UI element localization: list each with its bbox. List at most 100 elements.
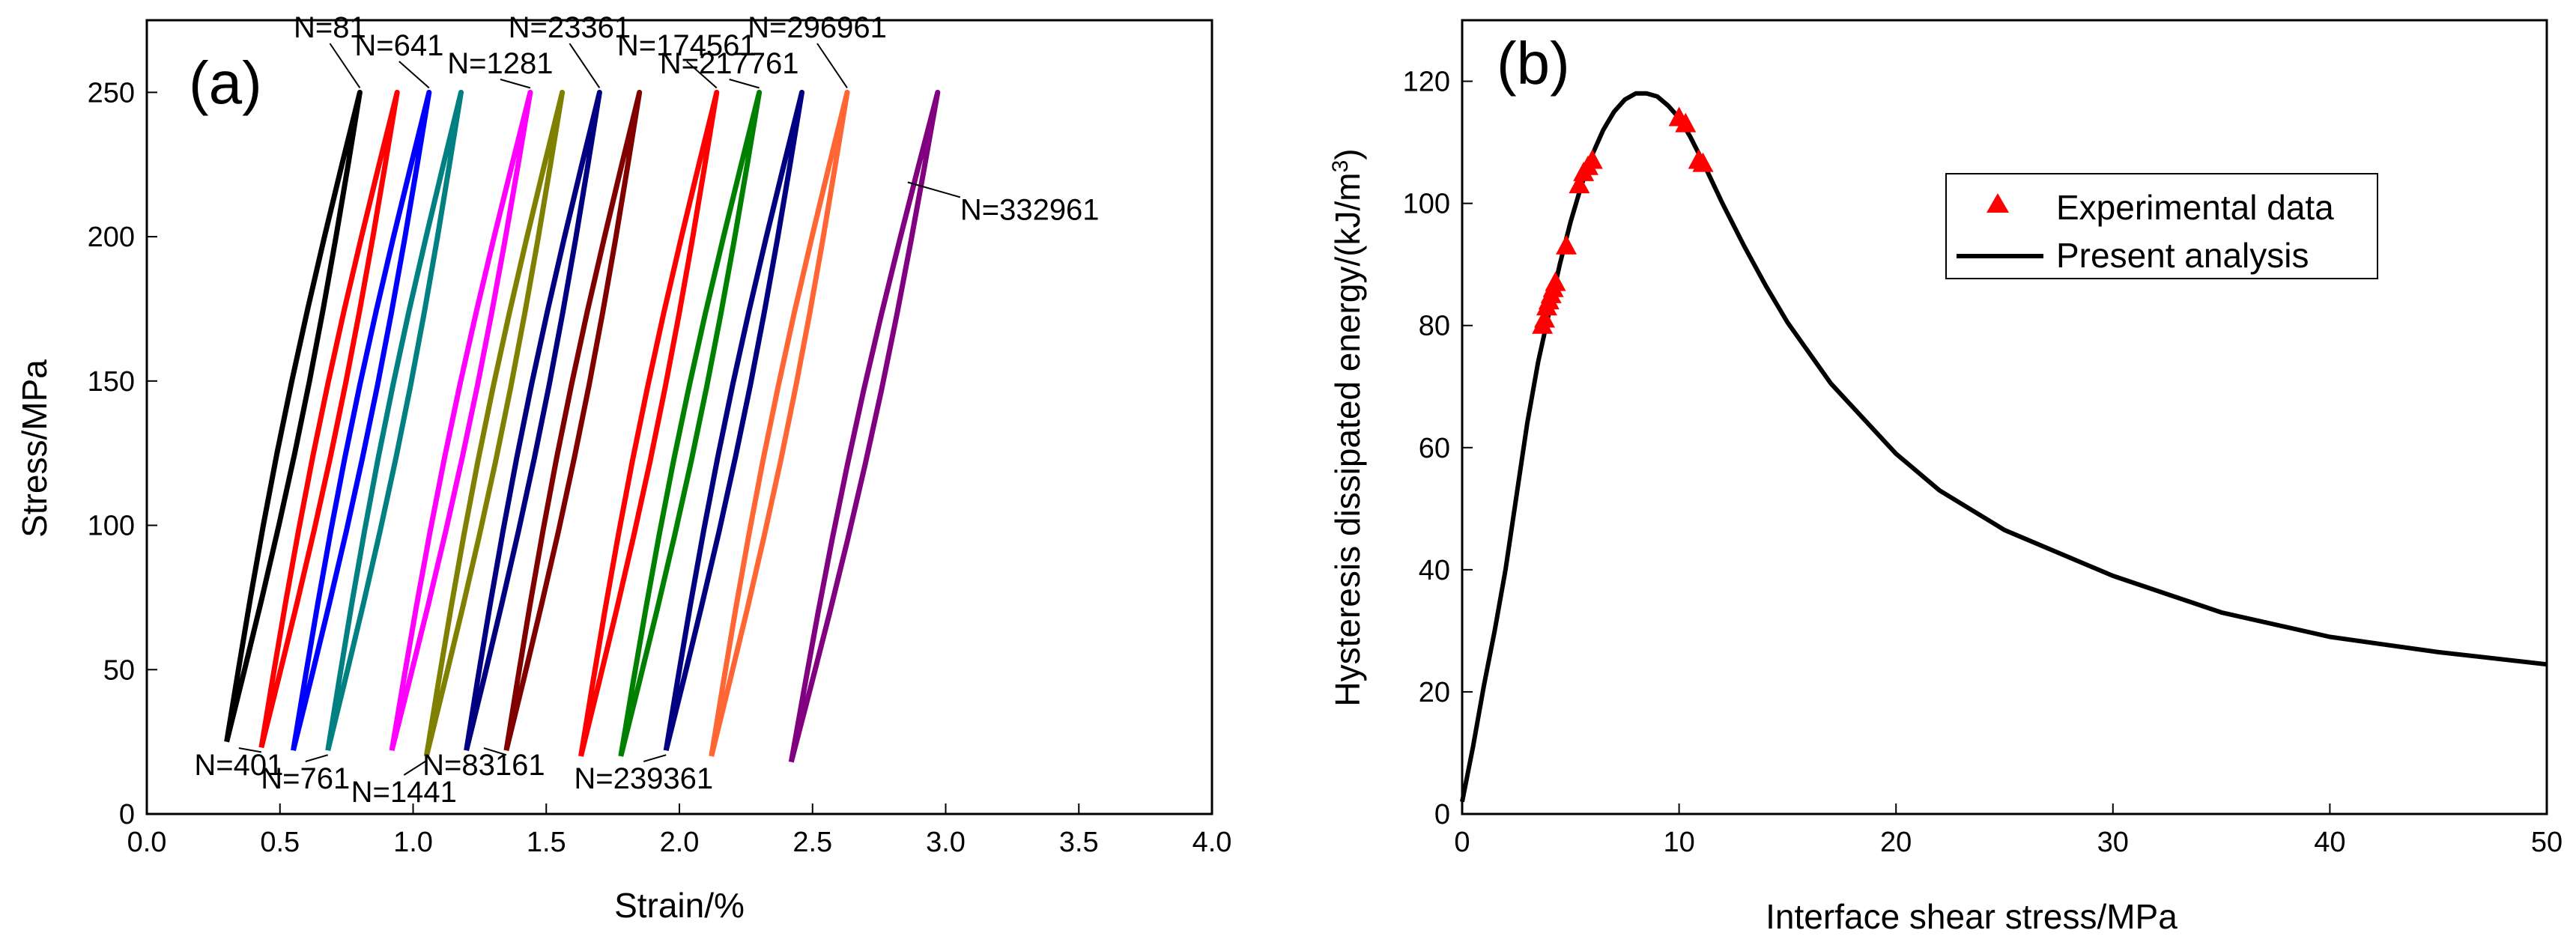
label-arrow xyxy=(305,754,329,762)
series-label: N=1281 xyxy=(447,47,553,80)
series-label: N=174561 xyxy=(617,29,757,62)
experimental-point xyxy=(1534,308,1556,328)
hysteresis-loop xyxy=(423,89,566,757)
label-arrow xyxy=(483,747,507,756)
label-arrow xyxy=(816,43,848,88)
series-label: N=332961 xyxy=(960,193,1100,226)
y-axis-title-b-suffix: ) xyxy=(1328,148,1367,159)
x-tick-label-b: 20 xyxy=(1880,827,1912,858)
y-tick-label-a: 0 xyxy=(119,799,135,830)
series-label: N=217761 xyxy=(660,47,799,80)
label-arrow xyxy=(329,43,361,88)
y-axis-title-b-superscript: 3 xyxy=(1328,160,1353,173)
series-label: N=641 xyxy=(354,29,443,62)
series-label: N=1441 xyxy=(351,776,457,809)
y-tick-labels-a: 0 50 100 150 200 250 xyxy=(88,77,157,830)
x-axis-title-a: Strain/% xyxy=(614,886,745,925)
x-tick-label-a: 2.0 xyxy=(660,827,700,858)
plot-frame-b xyxy=(1461,19,2548,815)
series-group-a xyxy=(224,89,941,763)
x-tick-label-b: 40 xyxy=(2314,827,2345,858)
y-tick-labels-b: 0 20 40 60 80 100 120 xyxy=(1403,67,1473,830)
y-tick-label-a: 150 xyxy=(88,366,135,398)
hysteresis-loop xyxy=(663,89,804,752)
x-tick-labels-b: 0 10 20 30 40 50 xyxy=(1454,803,2563,858)
panel-b: Hysteresis dissipated energy/(kJ/m3) Int… xyxy=(1328,19,2563,936)
hysteresis-loop xyxy=(618,89,763,757)
y-tick-label-b: 60 xyxy=(1419,433,1450,464)
series-label: N=401 xyxy=(194,749,283,782)
experimental-point xyxy=(1569,174,1590,194)
hysteresis-loop xyxy=(464,89,602,752)
hysteresis-loop xyxy=(325,89,464,752)
experimental-point xyxy=(1545,271,1566,291)
label-arrow xyxy=(729,79,760,89)
experimental-point xyxy=(1556,234,1578,255)
hysteresis-loop xyxy=(503,89,643,752)
series-label: N=23361 xyxy=(509,11,631,44)
x-tick-label-a: 1.5 xyxy=(527,827,566,858)
y-tick-label-a: 200 xyxy=(88,222,135,253)
x-tick-label-a: 2.5 xyxy=(793,827,832,858)
legend-label-analysis: Present analysis xyxy=(2056,236,2309,275)
label-arrow xyxy=(569,43,601,88)
x-tick-label-a: 0.5 xyxy=(260,827,300,858)
x-tick-label-a: 4.0 xyxy=(1192,827,1232,858)
experimental-point xyxy=(1692,152,1714,172)
legend-marker-triangle-icon xyxy=(1986,193,2009,213)
legend: Experimental data Present analysis xyxy=(1945,173,2378,279)
y-tick-label-a: 50 xyxy=(103,654,135,686)
y-tick-label-b: 120 xyxy=(1403,67,1450,98)
hysteresis-loop xyxy=(709,89,850,757)
x-tick-label-b: 50 xyxy=(2531,827,2563,858)
hysteresis-loop xyxy=(578,89,720,757)
plot-frame-a xyxy=(145,19,1213,815)
y-tick-label-b: 0 xyxy=(1434,799,1450,830)
y-axis-title-a: Stress/MPa xyxy=(15,359,54,538)
x-axis-title-b: Interface shear stress/MPa xyxy=(1766,897,2178,936)
label-arrow xyxy=(238,747,262,753)
experimental-point xyxy=(1675,112,1697,133)
hysteresis-loop xyxy=(788,89,941,763)
series-label: N=81 xyxy=(294,11,366,44)
analysis-curve xyxy=(1460,91,2548,803)
hysteresis-loop xyxy=(258,89,400,749)
hysteresis-loop xyxy=(224,89,363,743)
x-tick-label-b: 30 xyxy=(2097,827,2129,858)
series-labels-a: N=81N=401N=641N=761N=1281N=1441N=23361N=… xyxy=(194,11,1099,809)
label-arrow xyxy=(686,61,718,89)
y-tick-label-a: 100 xyxy=(88,511,135,542)
series-group-b xyxy=(1460,91,2548,803)
series-label: N=296961 xyxy=(748,11,887,44)
panel-label-a: (a) xyxy=(189,49,262,116)
x-tick-label-a: 3.0 xyxy=(926,827,966,858)
label-arrow xyxy=(403,760,427,776)
y-axis-title-b-main: Hysteresis dissipated energy/(kJ/m xyxy=(1328,172,1367,706)
y-tick-label-a: 250 xyxy=(88,77,135,109)
x-tick-label-b: 10 xyxy=(1663,827,1694,858)
label-arrow xyxy=(643,754,667,762)
experimental-point xyxy=(1581,149,1603,169)
series-label: N=761 xyxy=(261,762,350,795)
panel-a: Stress/MPa Strain/% (a) 050100150200250 … xyxy=(15,11,1231,925)
x-tick-labels-a: 0.0 0.5 1.0 1.5 2.0 2.5 3.0 3.5 4.0 xyxy=(127,803,1232,858)
label-arrow xyxy=(398,61,430,89)
series-label: N=239361 xyxy=(574,762,713,795)
label-arrow xyxy=(500,79,531,89)
y-tick-label-b: 100 xyxy=(1403,189,1450,220)
y-axis-title-b: Hysteresis dissipated energy/(kJ/m3) xyxy=(1328,148,1368,706)
panel-label-b: (b) xyxy=(1497,30,1570,97)
x-tick-label-a: 0.0 xyxy=(127,827,167,858)
label-arrow xyxy=(907,181,961,198)
y-tick-label-b: 40 xyxy=(1419,555,1450,586)
legend-box xyxy=(1945,173,2378,279)
legend-label-experimental: Experimental data xyxy=(2056,188,2334,227)
x-tick-label-a: 1.0 xyxy=(393,827,433,858)
hysteresis-loop xyxy=(389,89,533,752)
y-tick-label-b: 80 xyxy=(1419,311,1450,342)
x-tick-label-b: 0 xyxy=(1454,827,1470,858)
x-tick-label-a: 3.5 xyxy=(1059,827,1099,858)
y-tick-label-b: 20 xyxy=(1419,677,1450,708)
series-label: N=83161 xyxy=(422,749,545,782)
